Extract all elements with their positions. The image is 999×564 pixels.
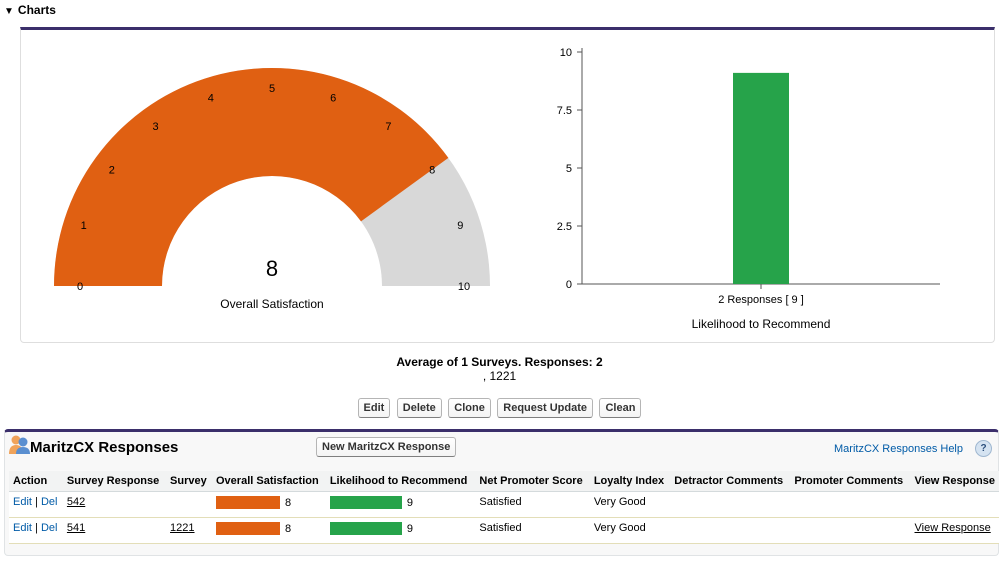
gauge-value: 8 [266, 256, 278, 281]
table-row: Edit | Del 542 8 9 Satisfied Very Good [9, 491, 999, 518]
col-view-response: View Response [910, 471, 999, 492]
col-promoter-comments: Promoter Comments [790, 471, 911, 492]
clone-button[interactable]: Clone [448, 398, 491, 418]
overall-satisfaction-value: 8 [285, 522, 292, 535]
gauge-tick-label: 6 [330, 93, 336, 105]
bar-chart: 0 2.5 5 7.5 10 2 Responses [ 9 ] Likelihood … [557, 47, 940, 331]
likelihood-value: 9 [406, 496, 413, 509]
triangle-down-icon[interactable]: ▼ [4, 6, 14, 17]
y-tick-label: 2.5 [557, 221, 572, 233]
gauge-tick-label: 9 [457, 220, 463, 232]
gauge-tick-label: 5 [269, 83, 275, 95]
col-overall-satisfaction: Overall Satisfaction [212, 471, 326, 492]
average-subtext: , 1221 [482, 369, 517, 383]
related-list-help-link[interactable]: MaritzCX Responses Help [834, 443, 963, 455]
col-net-promoter-score: Net Promoter Score [475, 471, 590, 492]
edit-button[interactable]: Edit [357, 398, 391, 418]
gauge-label: Overall Satisfaction [220, 297, 323, 311]
help-icon[interactable]: ? [975, 440, 992, 457]
col-survey: Survey [166, 471, 212, 492]
detractor-cell [670, 517, 791, 544]
y-tick-label: 10 [560, 47, 572, 59]
action-cell: Edit | Del [9, 517, 63, 544]
gauge-tick-label: 4 [208, 93, 214, 105]
bar-chart-xlabel: Likelihood to Recommend [692, 317, 831, 331]
average-summary: Average of 1 Surveys. Responses: 2 [396, 355, 603, 369]
survey-response-link[interactable]: 542 [66, 496, 86, 508]
loyalty-cell: Very Good [589, 517, 671, 544]
col-likelihood-to-recommend: Likelihood to Recommend [325, 471, 476, 492]
table-row: Edit | Del 541 1221 8 9 Satisfied Very G… [9, 517, 999, 544]
gauge-chart: 0 1 2 3 4 5 6 7 8 9 10 8 Overall Satisfaction [54, 68, 490, 311]
col-action: Action [9, 471, 63, 492]
clean-button[interactable]: Clean [599, 398, 642, 418]
y-tick-label: 5 [566, 163, 572, 175]
likelihood-bar [329, 522, 402, 535]
gauge-tick-label: 8 [429, 165, 435, 177]
bar [733, 72, 789, 284]
y-tick-label: 0 [566, 279, 572, 291]
overall-satisfaction-value: 8 [285, 496, 292, 509]
detractor-cell [670, 491, 791, 518]
row-delete-link[interactable]: Del [40, 522, 58, 534]
loyalty-cell: Very Good [589, 491, 671, 518]
overall-satisfaction-bar [216, 496, 280, 509]
x-tick-label: 2 Responses [ 9 ] [718, 294, 804, 306]
action-separator: | [35, 522, 38, 534]
gauge-tick-label: 3 [153, 121, 159, 133]
nps-cell: Satisfied [475, 491, 590, 518]
gauge-tick-label: 2 [109, 165, 115, 177]
survey-link[interactable]: 1221 [170, 522, 195, 534]
col-survey-response: Survey Response [62, 471, 167, 492]
people-icon [9, 435, 30, 454]
charts-section-title: Charts [17, 3, 56, 17]
related-list-title: MaritzCX Responses [30, 439, 179, 456]
table-header-row: Action Survey Response Survey Overall Sa… [9, 471, 999, 492]
gauge-tick-label: 0 [77, 281, 83, 293]
delete-button[interactable]: Delete [396, 398, 442, 418]
row-edit-link[interactable]: Edit [13, 522, 32, 534]
col-detractor-comments: Detractor Comments [670, 471, 791, 492]
view-response-link[interactable]: View Response [914, 522, 991, 534]
gauge-tick-label: 10 [458, 281, 470, 293]
new-maritzcx-response-button[interactable]: New MaritzCX Response [316, 437, 457, 457]
action-separator: | [35, 496, 38, 508]
action-button-row: Edit Delete Clone Request Update Clean [0, 398, 999, 418]
action-cell: Edit | Del [9, 491, 63, 518]
gauge-tick-label: 7 [385, 121, 391, 133]
likelihood-value: 9 [406, 522, 413, 535]
request-update-button[interactable]: Request Update [497, 398, 594, 418]
likelihood-bar [329, 496, 402, 509]
nps-cell: Satisfied [475, 517, 590, 544]
survey-response-link[interactable]: 541 [66, 522, 86, 534]
responses-table: Action Survey Response Survey Overall Sa… [9, 471, 999, 544]
row-delete-link[interactable]: Del [40, 496, 58, 508]
row-edit-link[interactable]: Edit [13, 496, 32, 508]
charts-section-header[interactable]: ▼ Charts [4, 3, 56, 17]
y-tick-label: 7.5 [557, 105, 572, 117]
promoter-cell [790, 491, 911, 518]
col-loyalty-index: Loyalty Index [589, 471, 671, 492]
overall-satisfaction-bar [216, 522, 280, 535]
gauge-tick-label: 1 [81, 220, 87, 232]
promoter-cell [790, 517, 911, 544]
gauge-fill [54, 68, 449, 287]
